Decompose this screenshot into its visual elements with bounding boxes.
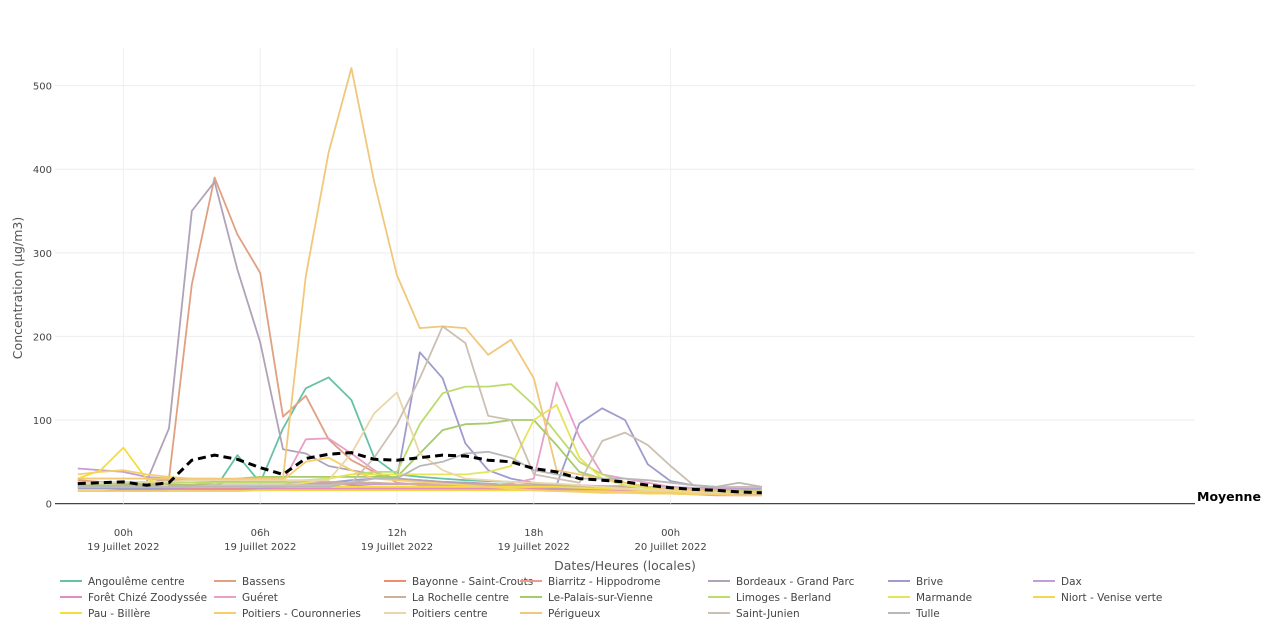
y-tick-label: 0 <box>46 500 52 511</box>
legend-label: Forêt Chizé Zoodyssée <box>88 592 207 604</box>
x-tick-date: 19 Juillet 2022 <box>87 542 159 553</box>
x-tick-label: 18h <box>524 528 543 539</box>
legend-label: Marmande <box>916 592 972 604</box>
legend-label: Périgueux <box>548 608 600 620</box>
grid <box>55 48 1195 505</box>
legend-label: Poitiers - Couronneries <box>242 608 361 620</box>
series-line <box>77 376 762 495</box>
series-line <box>77 180 762 495</box>
legend-label: Limoges - Berland <box>736 592 831 604</box>
legend-label: Niort - Venise verte <box>1061 592 1162 604</box>
series-layer <box>77 67 762 497</box>
x-tick-label: 12h <box>387 528 406 539</box>
legend-label: Pau - Billère <box>88 608 150 620</box>
legend-label: Tulle <box>915 608 940 620</box>
legend-label: Angoulême centre <box>88 576 185 588</box>
y-axis: 0 100 200 300 400 500 <box>33 82 52 511</box>
x-tick-date: 19 Juillet 2022 <box>498 542 570 553</box>
legend-label: Bassens <box>242 576 285 588</box>
x-tick-date: 19 Juillet 2022 <box>224 542 296 553</box>
series-end-label: Moyenne <box>1197 489 1261 504</box>
legend-label: Dax <box>1061 576 1082 588</box>
x-tick-date: 20 Juillet 2022 <box>634 542 706 553</box>
legend-label: Poitiers centre <box>412 608 487 620</box>
x-axis-title: Dates/Heures (locales) <box>554 558 696 573</box>
legend-label: Guéret <box>242 592 278 604</box>
legend-label: Bayonne - Saint-Crouts <box>412 576 533 588</box>
y-tick-label: 400 <box>33 165 52 176</box>
x-tick-date: 19 Juillet 2022 <box>361 542 433 553</box>
legend-label: Le-Palais-sur-Vienne <box>548 592 653 604</box>
legend: Angoulême centre Bassens Bayonne - Saint-C… <box>60 576 1162 620</box>
series-line <box>77 325 762 488</box>
y-tick-label: 300 <box>33 249 52 260</box>
legend-label: Saint-Junien <box>736 608 800 620</box>
x-tick-label: 00h <box>114 528 133 539</box>
legend-label: La Rochelle centre <box>412 592 509 604</box>
x-tick-label: 06h <box>251 528 270 539</box>
y-tick-label: 200 <box>33 332 52 343</box>
legend-label: Biarritz - Hippodrome <box>548 576 660 588</box>
series-line <box>77 351 762 491</box>
y-tick-label: 500 <box>33 82 52 93</box>
series-line <box>77 489 762 494</box>
x-tick-label: 00h <box>661 528 680 539</box>
series-line <box>77 450 762 488</box>
y-axis-title: Concentration (µg/m3) <box>10 217 25 359</box>
series-line <box>77 451 762 495</box>
legend-label: Bordeaux - Grand Parc <box>736 576 855 588</box>
y-tick-label: 100 <box>33 416 52 427</box>
series-line <box>77 391 762 494</box>
series-line <box>77 67 762 493</box>
series-line <box>77 176 762 495</box>
x-axis: 00h 19 Juillet 2022 06h 19 Juillet 2022 12h 1… <box>87 528 706 553</box>
legend-label: Brive <box>916 576 943 588</box>
